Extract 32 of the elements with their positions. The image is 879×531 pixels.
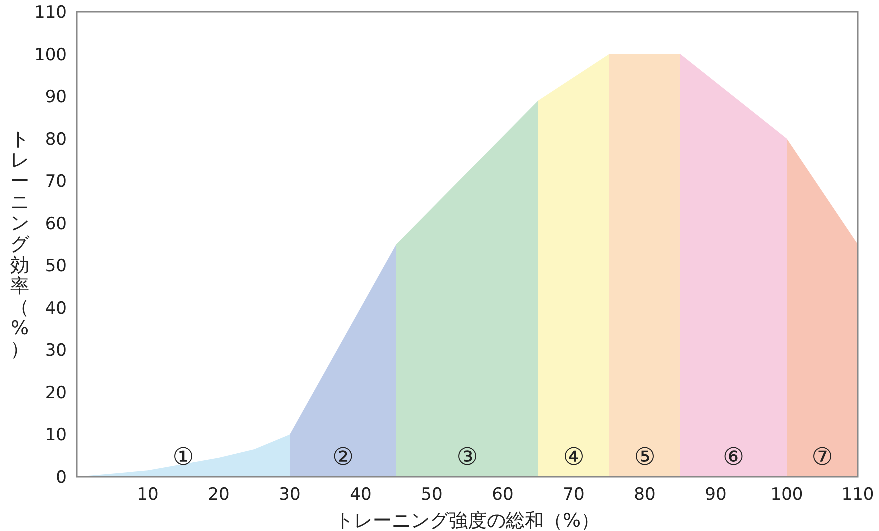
x-tick-label: 50: [421, 485, 443, 505]
x-tick-label: 90: [705, 485, 727, 505]
y-tick-label: 110: [34, 3, 67, 23]
y-tick-label: 70: [45, 172, 67, 192]
x-tick-label: 80: [634, 485, 656, 505]
y-tick-label: 10: [45, 426, 67, 446]
series-label: ④: [563, 443, 585, 471]
y-tick-label: 20: [45, 383, 67, 404]
y-tick-label: 40: [45, 298, 67, 319]
x-tick-label: 100: [770, 485, 804, 505]
x-axis-title: トレーニング強度の総和（%）: [334, 510, 600, 531]
x-tick-label: 110: [842, 485, 874, 505]
text: トレーニング効率（%）: [10, 128, 30, 360]
x-tick-label: 40: [350, 485, 372, 505]
x-tick-label: 30: [279, 485, 301, 505]
y-tick-label: 30: [45, 341, 67, 362]
x-tick-label: 60: [492, 485, 514, 505]
y-tick-label: 90: [45, 88, 67, 108]
series-label: ③: [456, 443, 478, 471]
x-tick-label: 70: [563, 485, 585, 505]
x-tick-label: 10: [137, 485, 159, 505]
y-tick-label: 100: [34, 45, 67, 66]
y-tick-label: 50: [45, 256, 67, 277]
series-label: ⑦: [812, 443, 834, 471]
series-label: ②: [332, 443, 354, 471]
y-tick-label: 0: [56, 468, 67, 488]
x-tick-label: 20: [208, 485, 230, 505]
y-tick-label: 80: [45, 130, 67, 150]
series-label: ⑥: [722, 443, 745, 471]
series-label: ⑤: [634, 443, 656, 471]
series-label: ①: [172, 443, 194, 471]
y-tick-label: 60: [45, 214, 67, 234]
